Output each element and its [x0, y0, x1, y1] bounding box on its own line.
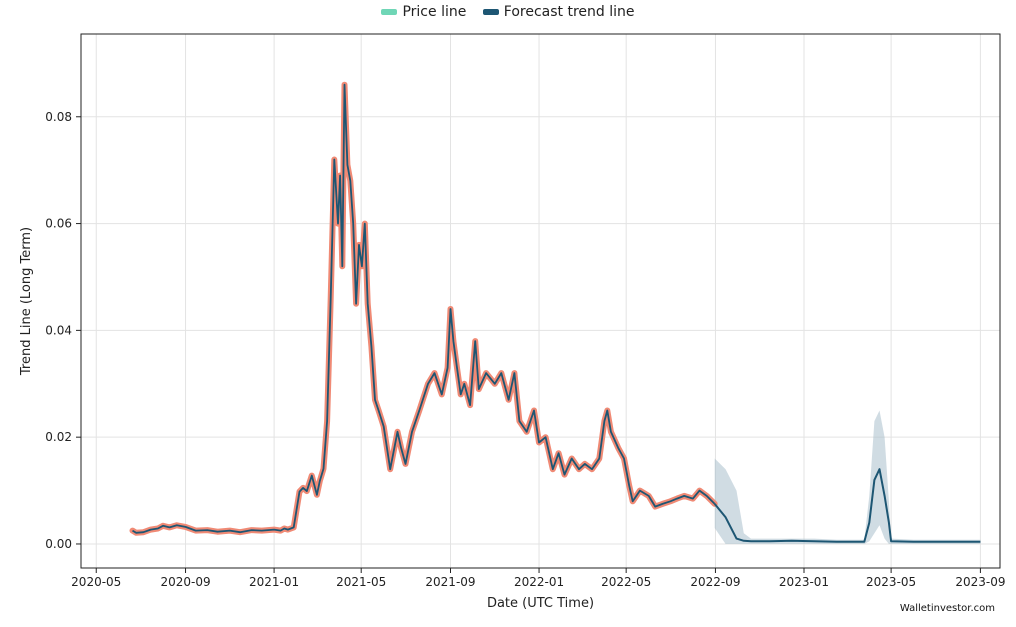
x-tick-label: 2022-09	[690, 575, 740, 589]
x-tick-label: 2020-09	[160, 575, 210, 589]
x-tick-label: 2021-01	[249, 575, 299, 589]
forecast-confidence-band	[714, 410, 981, 544]
x-tick-label: 2022-01	[514, 575, 564, 589]
legend-label-forecast: Forecast trend line	[503, 4, 635, 20]
x-tick-label: 2021-09	[425, 575, 475, 589]
legend-item-price: Price line	[381, 4, 466, 20]
grid	[81, 34, 1000, 568]
trend-line-historical	[132, 83, 716, 534]
legend-swatch-price	[381, 9, 398, 15]
y-axis-label: Trend Line (Long Term)	[19, 227, 34, 376]
legend-item-forecast: Forecast trend line	[482, 4, 635, 20]
x-axis: 2020-05 2020-09 2021-01 2021-05 2021-09 2022-…	[71, 568, 1005, 589]
price-line	[129, 81, 718, 536]
x-tick-label: 2022-05	[601, 575, 651, 589]
x-tick-label: 2021-05	[336, 575, 386, 589]
x-tick-label: 2023-05	[866, 575, 916, 589]
y-tick-label: 0.04	[45, 323, 72, 337]
x-axis-label: Date (UTC Time)	[487, 596, 594, 611]
watermark: Walletinvestor.com	[899, 603, 995, 614]
series-lines	[129, 81, 981, 543]
forecast-band	[714, 410, 981, 544]
x-tick-label: 2023-09	[955, 575, 1005, 589]
plot-frame	[80, 33, 1001, 569]
y-tick-label: 0.08	[45, 110, 72, 124]
y-axis: 0.00 0.02 0.04 0.06 0.08	[45, 110, 81, 551]
y-tick-label: 0.00	[45, 537, 72, 551]
legend: Price line Forecast trend line	[0, 3, 1016, 20]
y-tick-label: 0.02	[45, 430, 72, 444]
legend-label-price: Price line	[402, 4, 467, 20]
forecast-trend-line	[713, 468, 981, 543]
x-tick-label: 2023-01	[779, 575, 829, 589]
legend-swatch-forecast	[482, 9, 499, 15]
x-tick-label: 2020-05	[71, 575, 121, 589]
y-tick-label: 0.06	[45, 217, 72, 231]
